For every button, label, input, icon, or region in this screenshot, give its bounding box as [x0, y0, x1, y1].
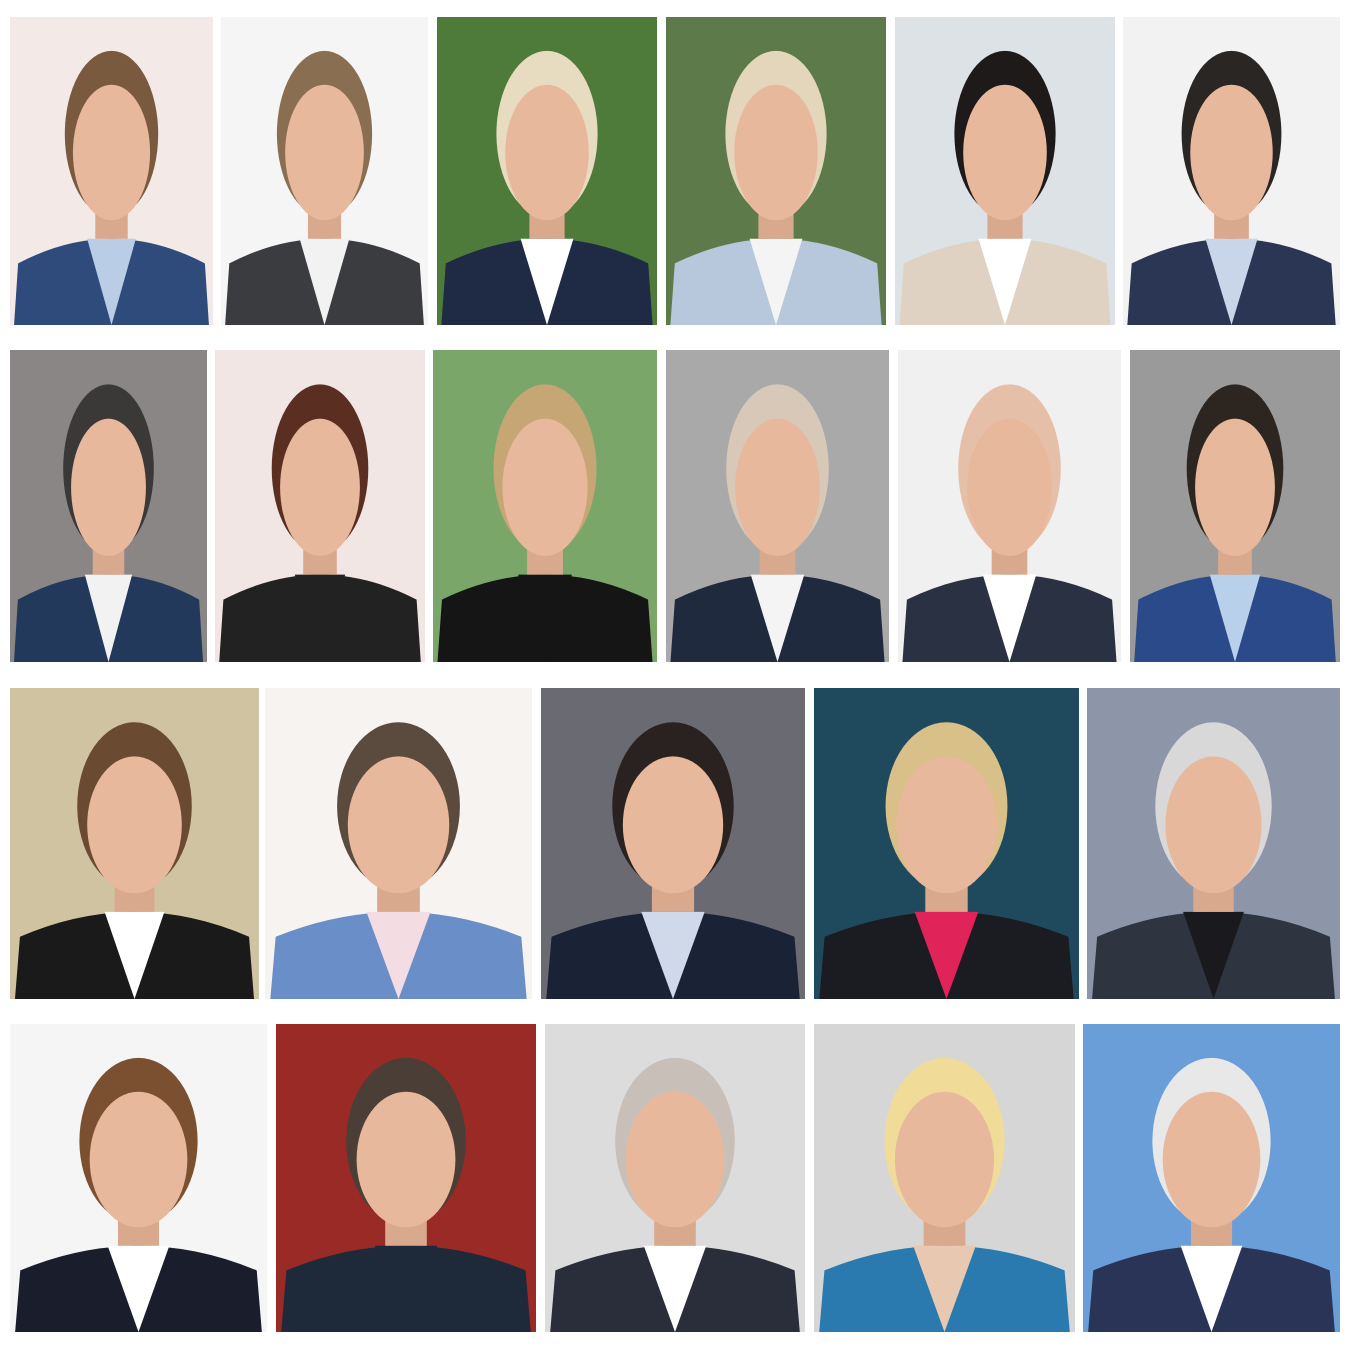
shirt [749, 238, 803, 325]
face [89, 1091, 188, 1228]
face [87, 756, 182, 894]
portrait-content [541, 688, 805, 999]
shirt [982, 574, 1037, 662]
portrait [1123, 17, 1340, 325]
portrait [545, 1024, 805, 1332]
portrait-content [433, 350, 657, 662]
portrait [1130, 350, 1340, 662]
shirt [366, 911, 431, 999]
shirt [1209, 574, 1261, 662]
shirt [84, 574, 133, 662]
face [622, 756, 724, 894]
portrait-content [265, 688, 532, 999]
portrait [814, 688, 1079, 999]
shirt [750, 574, 805, 662]
portrait-content [10, 17, 213, 325]
portrait [265, 688, 532, 999]
portrait-content [1123, 17, 1340, 325]
portrait [814, 1024, 1075, 1332]
portrait-content [10, 688, 259, 999]
face [896, 756, 997, 894]
shirt [643, 1245, 707, 1332]
portrait [1087, 688, 1340, 999]
portrait [221, 17, 428, 325]
shirt [978, 238, 1032, 325]
shirt [1180, 1245, 1243, 1332]
portrait-content [666, 17, 886, 325]
face [71, 418, 146, 556]
portrait-content [1087, 688, 1340, 999]
portrait [666, 350, 889, 662]
portrait [10, 17, 213, 325]
face [734, 84, 818, 221]
face [347, 756, 450, 894]
shirt [299, 238, 350, 325]
portrait-content [221, 17, 428, 325]
portrait-content [814, 1024, 1075, 1332]
portrait-content [1083, 1024, 1340, 1332]
portrait [898, 350, 1121, 662]
face [280, 418, 360, 556]
shirt [1183, 911, 1244, 999]
portrait-content [814, 688, 1079, 999]
portrait [666, 17, 886, 325]
portrait [1083, 1024, 1340, 1332]
shirt [520, 238, 574, 325]
portrait [276, 1024, 536, 1332]
face [625, 1091, 725, 1228]
face [894, 1091, 995, 1228]
shirt [104, 911, 165, 999]
portrait-content [276, 1024, 536, 1332]
portrait [10, 1024, 267, 1332]
shirt [294, 574, 346, 662]
portrait-content [215, 350, 425, 662]
portrait [215, 350, 425, 662]
portrait [541, 688, 805, 999]
face [963, 84, 1047, 221]
portrait-content [666, 350, 889, 662]
face [72, 84, 151, 221]
face [505, 84, 589, 221]
portrait [10, 688, 259, 999]
face [356, 1091, 456, 1228]
shirt [914, 911, 979, 999]
portrait [437, 17, 657, 325]
portrait-content [898, 350, 1121, 662]
face [1165, 756, 1262, 894]
shirt [87, 238, 136, 325]
portrait-content [437, 17, 657, 325]
portrait [433, 350, 657, 662]
face [735, 418, 820, 556]
face [1190, 84, 1273, 221]
shirt [374, 1245, 438, 1332]
portrait-content [10, 1024, 267, 1332]
shirt [1205, 238, 1258, 325]
portrait-content [1130, 350, 1340, 662]
face [967, 418, 1052, 556]
face [1162, 1091, 1261, 1228]
shirt [913, 1245, 976, 1332]
portrait [10, 350, 207, 662]
shirt [107, 1245, 170, 1332]
portrait [895, 17, 1115, 325]
face [502, 418, 588, 556]
portrait-content [10, 350, 207, 662]
shirt [518, 574, 572, 662]
portrait-content [895, 17, 1115, 325]
face [1195, 418, 1275, 556]
portrait-content [545, 1024, 805, 1332]
shirt [641, 911, 705, 999]
face [285, 84, 364, 221]
